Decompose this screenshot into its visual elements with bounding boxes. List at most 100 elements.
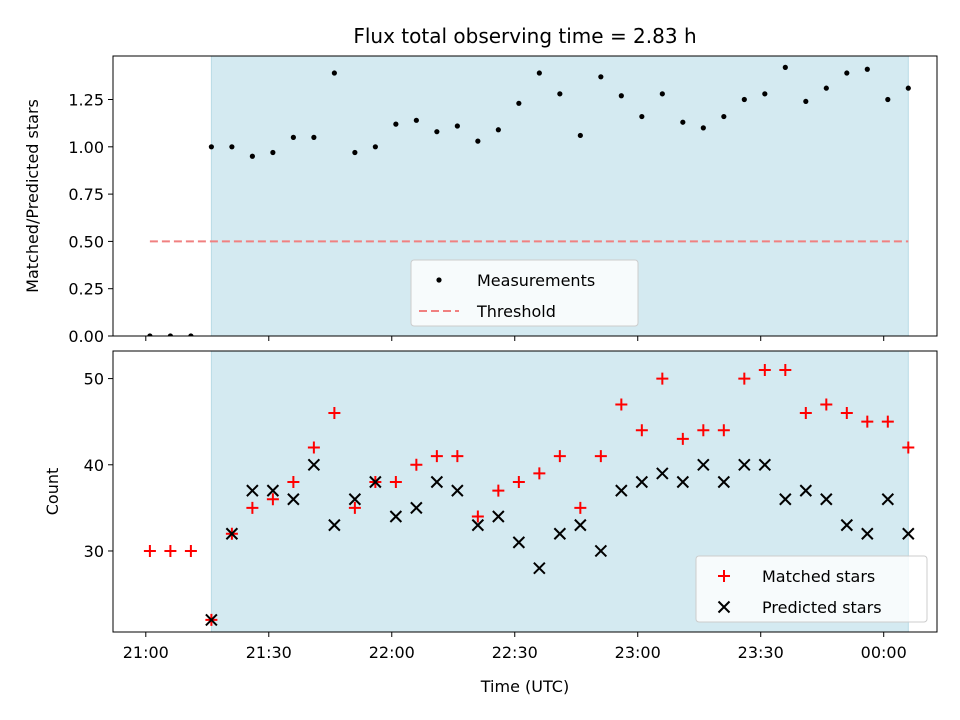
matched-star-point xyxy=(348,501,361,514)
top-y-tick-label: 1.25 xyxy=(68,91,104,110)
matched-star-point xyxy=(881,415,894,428)
measurement-point xyxy=(557,91,563,97)
bottom-y-axis-label: Count xyxy=(43,468,62,516)
x-tick-label: 22:30 xyxy=(492,643,538,662)
measurement-point xyxy=(618,93,624,99)
predicted-star-point xyxy=(799,484,813,497)
measurement-point xyxy=(639,113,645,120)
predicted-star-point xyxy=(225,527,239,540)
matched-star-point xyxy=(328,407,341,420)
measurement-point xyxy=(516,100,522,106)
bottom-series-1 xyxy=(205,458,915,627)
measurement-point xyxy=(577,132,583,139)
predicted-star-point xyxy=(840,518,854,532)
matched-star-point xyxy=(451,450,464,463)
predicted-star-point xyxy=(369,475,382,489)
measurement-point xyxy=(803,98,809,105)
top-y-tick-label: 0.25 xyxy=(68,280,104,299)
bottom-y-tick-label: 40 xyxy=(84,456,104,475)
legend-measurements-marker xyxy=(436,277,442,283)
predicted-star-point xyxy=(348,493,362,506)
measurement-point xyxy=(905,85,911,91)
measurement-point xyxy=(659,91,665,97)
matched-star-point xyxy=(799,407,812,420)
predicted-star-point xyxy=(451,484,464,497)
bottom-frame xyxy=(112,350,938,633)
matched-star-point xyxy=(143,544,156,557)
matched-star-point xyxy=(717,424,730,437)
measurement-point xyxy=(167,333,173,336)
bottom-legend-frame xyxy=(695,555,928,623)
matched-star-point xyxy=(246,501,259,514)
matched-star-point xyxy=(307,441,320,454)
measurement-point xyxy=(536,70,542,76)
x-axis-label: Time (UTC) xyxy=(480,677,569,696)
measurement-point xyxy=(454,123,460,129)
measurement-point xyxy=(208,144,214,150)
matched-star-point xyxy=(553,450,566,463)
predicted-star-point xyxy=(656,467,669,480)
predicted-star-point xyxy=(758,458,772,471)
matched-star-point xyxy=(758,363,771,376)
measurement-point xyxy=(393,121,399,127)
bottom-legend: Matched stars Predicted stars xyxy=(695,555,928,623)
predicted-star-point xyxy=(246,484,259,497)
matched-star-point xyxy=(184,544,197,557)
matched-star-point xyxy=(164,544,177,557)
measurement-point xyxy=(782,64,788,70)
measurement-point xyxy=(864,66,870,72)
matched-star-point xyxy=(779,363,792,376)
predicted-star-point xyxy=(881,493,895,506)
measurement-point xyxy=(741,96,747,103)
measurement-point xyxy=(495,127,501,133)
legend-predicted-marker xyxy=(717,600,731,614)
measurement-point xyxy=(331,70,337,76)
matched-star-point xyxy=(287,476,300,489)
top-frame xyxy=(112,55,938,337)
matched-star-point xyxy=(902,441,915,454)
predicted-star-point xyxy=(697,458,710,471)
measurement-point xyxy=(372,144,378,150)
predicted-star-point xyxy=(492,510,505,523)
x-tick-label: 21:30 xyxy=(246,643,292,662)
measurement-point xyxy=(270,149,276,156)
measurement-point xyxy=(844,70,850,76)
matched-star-point xyxy=(389,476,402,489)
measurement-point xyxy=(680,119,686,125)
matched-star-point xyxy=(492,484,505,497)
x-tick-label: 23:00 xyxy=(615,643,661,662)
measurement-point xyxy=(147,333,153,336)
bottom-y-tick-label: 30 xyxy=(84,542,104,561)
measurement-point xyxy=(290,134,296,140)
measurement-point xyxy=(188,333,194,336)
legend-matched-marker xyxy=(718,570,730,582)
matched-star-point xyxy=(840,407,853,420)
matched-star-point xyxy=(410,458,423,471)
predicted-star-point xyxy=(861,527,874,540)
top-legend-entry: Threshold xyxy=(476,302,556,321)
measurement-point xyxy=(598,74,604,80)
predicted-star-point xyxy=(738,458,751,471)
predicted-star-point xyxy=(902,527,915,540)
predicted-star-point xyxy=(717,475,731,489)
x-tick-label: 21:00 xyxy=(123,643,169,662)
bottom-plot-area xyxy=(143,363,915,627)
matched-star-point xyxy=(430,450,443,463)
matched-star-point xyxy=(738,372,751,385)
predicted-star-point xyxy=(553,527,567,540)
predicted-star-point xyxy=(205,613,218,627)
matched-star-point xyxy=(697,424,710,437)
predicted-star-point xyxy=(266,484,280,497)
matched-star-point xyxy=(266,493,279,506)
predicted-star-point xyxy=(471,518,485,532)
top-legend: Measurements Threshold xyxy=(410,259,639,327)
measurement-point xyxy=(721,113,727,120)
measurement-point xyxy=(352,149,358,156)
matched-star-point xyxy=(656,372,669,385)
top-y-tick-label: 0.00 xyxy=(68,327,104,346)
predicted-star-point xyxy=(574,518,587,532)
chart-title: Flux total observing time = 2.83 h xyxy=(353,24,696,48)
matched-star-point xyxy=(676,432,689,445)
measurement-point xyxy=(311,134,317,140)
